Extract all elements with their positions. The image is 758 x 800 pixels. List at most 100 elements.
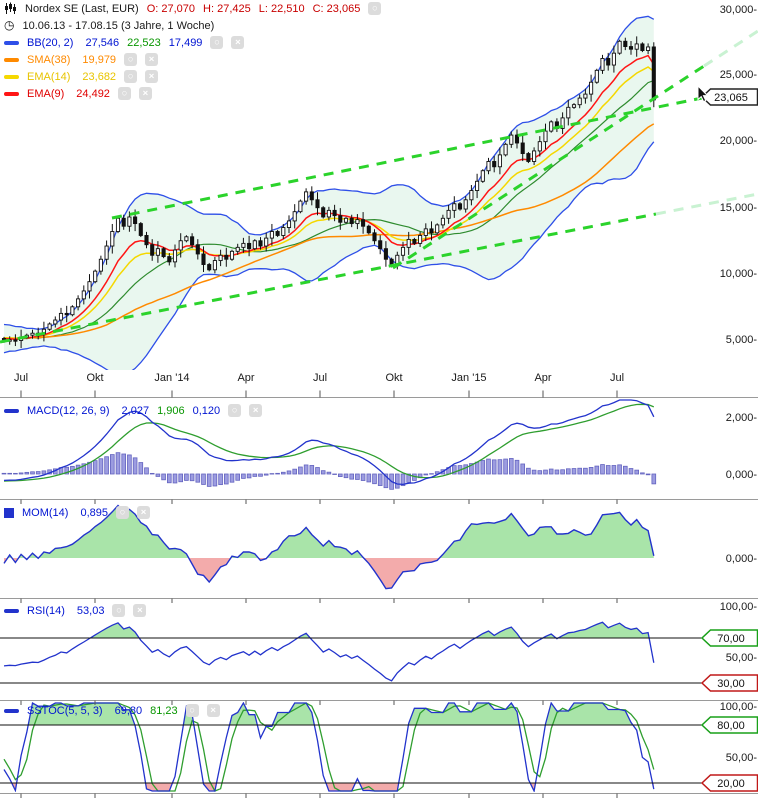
momentum-panel [3, 504, 655, 590]
y-axis-label: 5,000- [726, 334, 758, 346]
rsi-close-button[interactable]: × [133, 604, 147, 617]
sma-close-button[interactable]: × [145, 53, 159, 66]
y-axis-label: 50,00- [726, 752, 758, 764]
mom-legend-row: MOM(14) 0,895 ○ × [4, 505, 150, 520]
mom-label: MOM(14) [22, 506, 69, 519]
macd-swatch-icon [4, 408, 19, 413]
x-axis-label: Okt [86, 372, 103, 384]
y-axis-label: 0,000- [726, 469, 758, 481]
bb-close-button[interactable]: × [231, 36, 245, 49]
mom-value: 0,895 [80, 506, 108, 519]
instrument-header-row: Nordex SE (Last, EUR) O: 27,070 H: 27,42… [4, 1, 382, 16]
trendline-steep-resistance-ext [703, 29, 758, 68]
mouse-cursor [697, 84, 709, 103]
trendline-lower-channel [0, 212, 657, 344]
level-value: 30,00 [717, 678, 745, 690]
sstoc-close-button[interactable]: × [206, 704, 220, 717]
sstoc-label: SSTOC(5, 5, 3) [27, 704, 103, 717]
sma-settings-button[interactable]: ○ [124, 53, 138, 66]
ema14-value: 23,682 [82, 70, 117, 83]
macd-label: MACD(12, 26, 9) [27, 404, 110, 417]
date-range: 10.06.13 - 17.08.15 (3 Jahre, 1 Woche) [22, 19, 215, 32]
sstoc-legend-row: SSTOC(5, 5, 3) 69,80 81,23 ○ × [4, 703, 220, 718]
y-axis-label: 10,000- [720, 268, 758, 280]
bb-middle-value: 22,523 [127, 36, 161, 49]
mom-settings-button[interactable]: ○ [115, 506, 129, 519]
bb-upper-value: 27,546 [85, 36, 120, 49]
sstoc-d-value: 81,23 [150, 704, 178, 717]
y-axis-label: 25,000- [720, 69, 758, 81]
x-axis-label: Jan '15 [451, 372, 486, 384]
x-axis-label: Jul [313, 372, 327, 384]
macd-settings-button[interactable]: ○ [228, 404, 242, 417]
instrument-title: Nordex SE (Last, EUR) [25, 2, 139, 15]
trendline-upper-channel [111, 94, 713, 220]
macd-panel [1, 399, 657, 490]
y-axis-label: 100,00- [720, 701, 758, 713]
macd-signal-value: 1,906 [157, 404, 185, 417]
y-axis-label: 15,000- [720, 202, 758, 214]
sstoc-settings-button[interactable]: ○ [185, 704, 199, 717]
y-axis-label: 50,00- [726, 652, 758, 664]
ema9-close-button[interactable]: × [138, 87, 152, 100]
level-markers: 70,00 30,00 80,00 20,00 23,065 [700, 88, 758, 792]
macd-legend-row: MACD(12, 26, 9) 2,027 1,906 0,120 ○ × [4, 403, 263, 418]
x-axis-label: Jan '14 [154, 372, 189, 384]
close-value: C: 23,065 [312, 2, 361, 15]
bb-legend-row: BB(20, 2) 27,546 22,523 17,499 ○ × [4, 35, 245, 50]
ema9-settings-button[interactable]: ○ [117, 87, 131, 100]
y-axis-label: 20,000- [720, 135, 758, 147]
ema9-label: EMA(9) [27, 87, 65, 100]
macd-value: 2,027 [121, 404, 150, 417]
x-axis-label: Jul [14, 372, 28, 384]
level-value: 70,00 [717, 633, 745, 645]
sma-legend-row: SMA(38) 19,979 ○ × [4, 52, 159, 67]
rsi-panel [3, 621, 655, 682]
candlestick-icon [4, 2, 17, 15]
mom-close-button[interactable]: × [136, 506, 150, 519]
level-value: 80,00 [717, 720, 745, 732]
candles [1, 36, 656, 349]
y-axis-label: 30,000- [720, 4, 758, 16]
bb-lower-value: 17,499 [168, 36, 203, 49]
macd-hist-value: 0,120 [192, 404, 221, 417]
low-value: L: 22,510 [258, 2, 305, 15]
main-price-panel [1, 15, 656, 370]
bb-settings-button[interactable]: ○ [210, 36, 224, 49]
sstoc-swatch-icon [4, 708, 19, 713]
y-axis-label: 0,000- [726, 553, 758, 565]
rsi-value: 53,03 [76, 604, 105, 617]
rsi-label: RSI(14) [27, 604, 65, 617]
open-value: O: 27,070 [146, 2, 196, 15]
ema9-legend-row: EMA(9) 24,492 ○ × [4, 86, 152, 101]
ema14-close-button[interactable]: × [145, 70, 159, 83]
x-axis-label: Jul [610, 372, 624, 384]
y-axis-label: 2,000- [726, 412, 758, 424]
ema14-swatch-icon [4, 74, 19, 79]
macd-close-button[interactable]: × [249, 404, 263, 417]
ema14-label: EMA(14) [27, 70, 71, 83]
instrument-settings-button[interactable]: ○ [368, 2, 382, 15]
axes-and-separators [0, 390, 758, 798]
mom-swatch-icon [4, 507, 14, 518]
sma-label: SMA(38) [27, 53, 71, 66]
level-value: 23,065 [714, 92, 748, 104]
high-value: H: 27,425 [203, 2, 251, 15]
trendlines [0, 29, 758, 344]
x-axis-label: Apr [237, 372, 254, 384]
level-value: 20,00 [717, 778, 745, 790]
date-range-row: ◷ 10.06.13 - 17.08.15 (3 Jahre, 1 Woche) [4, 18, 214, 33]
rsi-legend-row: RSI(14) 53,03 ○ × [4, 603, 147, 618]
stochastic-panel [3, 702, 655, 792]
clock-icon: ◷ [4, 18, 15, 32]
axis-labels: Jul Okt Jan '14 Apr Jul Okt Jan '15 Apr Jul 30,00… [14, 4, 757, 764]
sstoc-k-value: 69,80 [114, 704, 143, 717]
y-axis-label: 100,00- [720, 601, 758, 613]
ema9-swatch-icon [4, 91, 19, 96]
x-axis-label: Okt [385, 372, 402, 384]
rsi-settings-button[interactable]: ○ [112, 604, 126, 617]
ema9-value: 24,492 [76, 87, 110, 100]
ema14-settings-button[interactable]: ○ [124, 70, 138, 83]
bb-label: BB(20, 2) [27, 36, 74, 49]
